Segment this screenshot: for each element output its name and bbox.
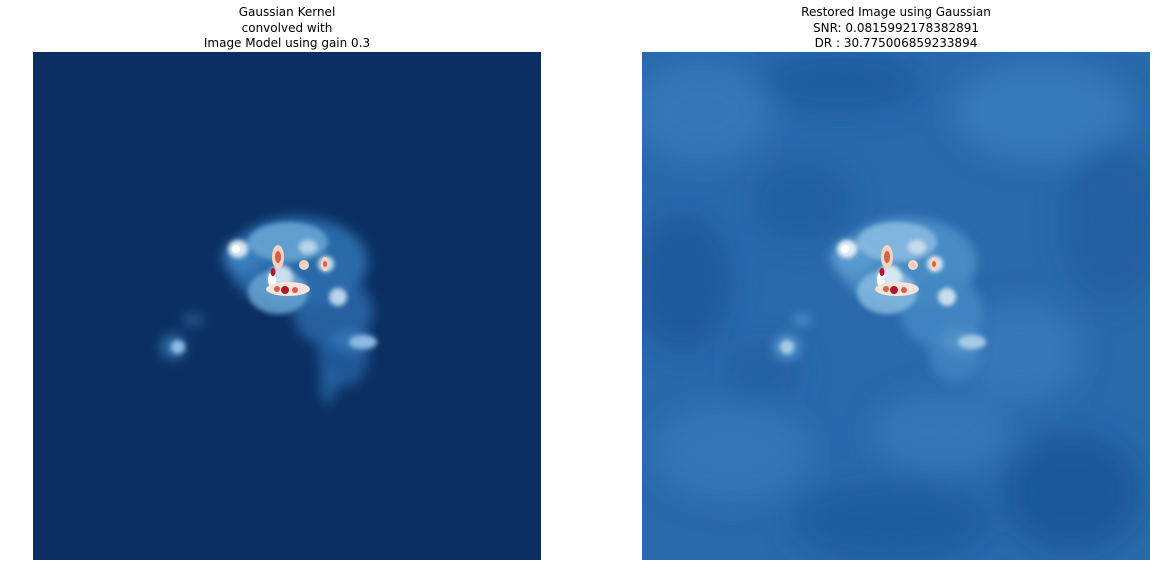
left-panel-title: Gaussian Kernel convolved with Image Mod… — [33, 5, 541, 52]
model-convolved-image — [33, 52, 541, 560]
right-title-line-2: SNR: 0.0815992178382891 — [642, 21, 1150, 37]
right-image-plot — [642, 52, 1150, 560]
restored-image — [642, 52, 1150, 560]
left-image-plot — [33, 52, 541, 560]
left-title-line-2: convolved with — [33, 21, 541, 37]
right-panel-title: Restored Image using Gaussian SNR: 0.081… — [642, 5, 1150, 52]
right-title-line-1: Restored Image using Gaussian — [642, 5, 1150, 21]
left-panel: Gaussian Kernel convolved with Image Mod… — [33, 0, 541, 584]
left-title-line-3: Image Model using gain 0.3 — [33, 36, 541, 52]
right-title-line-3: DR : 30.775006859233894 — [642, 36, 1150, 52]
right-panel: Restored Image using Gaussian SNR: 0.081… — [642, 0, 1150, 584]
left-title-line-1: Gaussian Kernel — [33, 5, 541, 21]
